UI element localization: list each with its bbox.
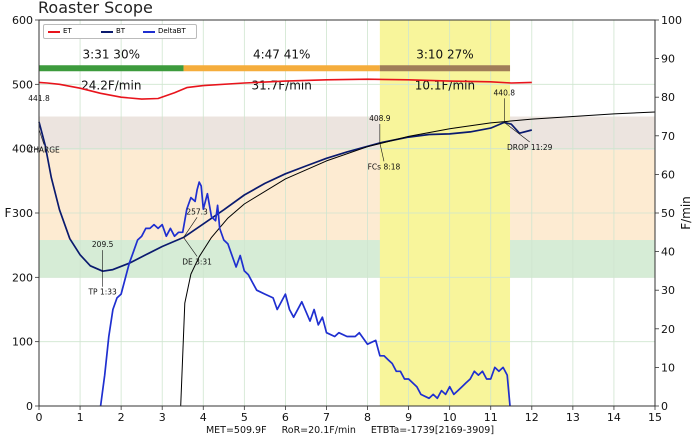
temperature-band [39,149,655,241]
legend-swatch [143,31,155,33]
temperature-band [39,116,655,150]
annotation-leader [183,237,198,257]
x-tick-label: 0 [36,411,43,424]
grid [39,20,655,406]
legend-label: BT [116,27,126,35]
phase-bar-segment [379,65,511,72]
x-tick-label: 15 [648,411,662,424]
y-tick-label-right: 80 [661,91,675,104]
annotation-label: 440.8 [494,88,516,97]
y-tick-label-left: 300 [12,207,33,220]
phase-bar-segment [39,65,184,72]
series-lines [38,78,656,407]
phase-ror-label: 24.2F/min [81,78,141,92]
x-tick-label: 2 [118,411,125,424]
y-tick-label-left: 600 [12,14,33,27]
y-tick-label-right: 10 [661,361,675,374]
legend-swatch [48,31,60,33]
y-tick-label-left: 500 [12,78,33,91]
y-tick-label-right: 20 [661,323,675,336]
annotation-leader [379,142,385,162]
series-line-bt-projection [180,111,656,407]
legend-swatch [101,31,113,33]
x-tick-label: 10 [443,411,457,424]
series-line-et [38,78,532,100]
y-tick-label-right: 40 [661,246,675,259]
x-tick-label: 11 [484,411,498,424]
y-axis-label-right: F/min [679,196,693,230]
x-tick-label: 5 [241,411,248,424]
y-tick-label-left: 200 [12,271,33,284]
x-tick-label: 12 [525,411,539,424]
series-line-bt [38,121,533,273]
annotation-label: 257.3 [186,207,208,216]
y-tick-label-right: 0 [661,400,668,413]
phase-label: 4:47 41% [253,47,310,61]
x-tick-label: 7 [323,411,330,424]
annotation-label: 209.5 [92,240,114,249]
x-tick-label: 14 [607,411,621,424]
y-tick-label-right: 30 [661,284,675,297]
annotation-label: FCs 8:18 [368,162,401,171]
x-tick-label: 8 [364,411,371,424]
met-readout: MET=509.9F [205,425,267,436]
temperature-bands [39,116,655,278]
y-axis-label-left: F [5,206,12,220]
phase-bar-segment [183,65,380,72]
y-tick-label-right: 60 [661,168,675,181]
ror-readout: RoR=20.1F/min [281,425,356,436]
y-tick-label-left: 400 [12,143,33,156]
phase-label: 3:31 30% [83,47,140,61]
series-line-deltabt [99,181,511,407]
x-tick-label: 3 [159,411,166,424]
phase-label: 3:10 27% [416,47,473,61]
y-tick-label-left: 0 [26,400,33,413]
annotation-label: DROP 11:29 [507,143,553,152]
y-tick-label-right: 70 [661,130,675,143]
y-tick-label-left: 100 [12,336,33,349]
x-tick-label: 6 [282,411,289,424]
annotation-label: DE 3:31 [182,257,212,266]
legend: ET BT DeltaBT [43,24,197,39]
annotation-leader [183,217,198,238]
x-tick-label: 1 [77,411,84,424]
chart-title: Roaster Scope [38,0,153,17]
x-tick-label: 13 [566,411,580,424]
annotation-label: TP 1:33 [87,288,117,297]
y-tick-label-right: 90 [661,53,675,66]
annotation-leader [504,122,530,143]
annotation-leader [38,129,45,145]
status-footer: MET=509.9F RoR=20.1F/min ETBTa=-1739[216… [0,425,700,436]
temperature-band [39,240,655,278]
legend-label: DeltaBT [158,27,186,35]
axes: 0 1 2 3 4 5 6 7 8 9 10 11 12 13 14 15010020030040050060… [5,14,693,424]
annotation-label: 408.9 [369,114,391,123]
x-tick-label: 9 [405,411,412,424]
etbta-readout: ETBTa=-1739[2169-3909] [370,425,495,436]
y-tick-label-right: 100 [661,14,682,27]
annotation-label: CHARGE [28,146,60,155]
x-tick-label: 4 [200,411,207,424]
y-tick-label-right: 50 [661,207,675,220]
legend-label: ET [63,27,72,35]
